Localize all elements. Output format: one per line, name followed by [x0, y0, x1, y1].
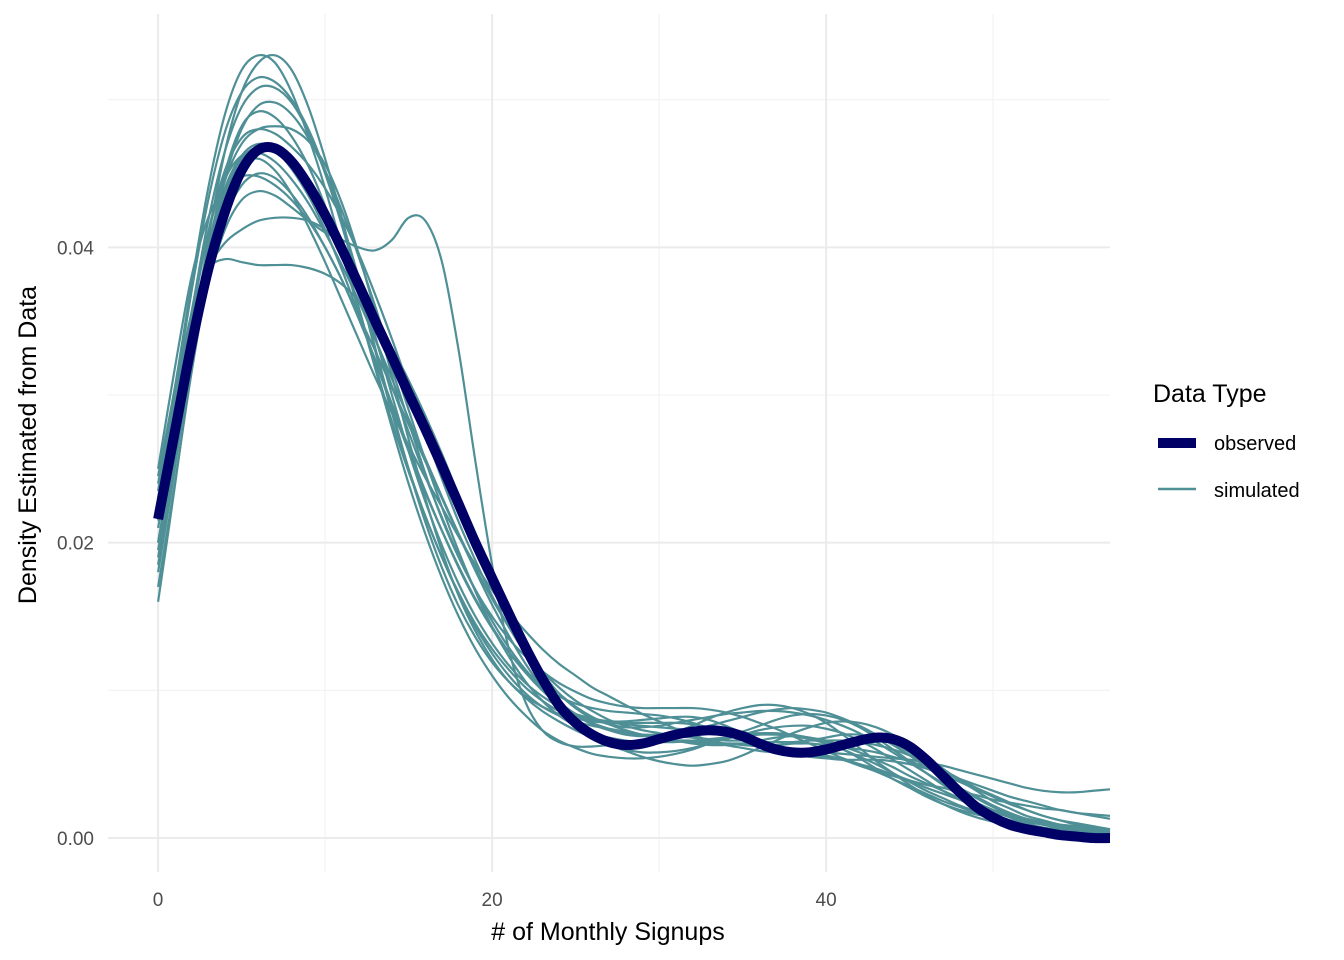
x-axis-title: # of Monthly Signups: [491, 918, 724, 946]
simulated-density-line-11: [157, 84, 1111, 832]
simulated-density-line-10: [157, 110, 1111, 834]
y-tick-label: 0.02: [57, 534, 94, 555]
simulated-density-line-12: [157, 125, 1111, 834]
grid: [108, 14, 1110, 872]
simulated-density-line-3: [157, 142, 1111, 838]
legend-title: Data Type: [1153, 380, 1267, 408]
simulated-density-line-15: [157, 127, 1111, 832]
legend: Data Type observed simulated: [1153, 380, 1300, 502]
x-tick-label: 40: [816, 890, 837, 911]
simulated-density-line-8: [157, 189, 1111, 794]
observed-density-line: [153, 142, 1111, 844]
x-tick-label: 0: [153, 890, 164, 911]
simulated-density-line-16: [157, 145, 1111, 835]
x-tick-label: 20: [482, 890, 503, 911]
y-tick-label: 0.00: [57, 829, 94, 850]
legend-label-observed: observed: [1214, 433, 1296, 455]
tick-labels: 0 20 40 0.00 0.02 0.04: [57, 238, 837, 911]
simulated-density-line-17: [157, 151, 1111, 820]
simulated-density-line-1: [157, 53, 1111, 835]
y-axis-title: Density Estimated from Data: [14, 286, 42, 604]
simulated-density-line-7: [157, 157, 1111, 834]
simulated-density-line-9: [157, 257, 1111, 838]
y-tick-label: 0.04: [57, 238, 94, 259]
observed-series-group: [153, 142, 1111, 844]
legend-label-simulated: simulated: [1214, 480, 1300, 502]
